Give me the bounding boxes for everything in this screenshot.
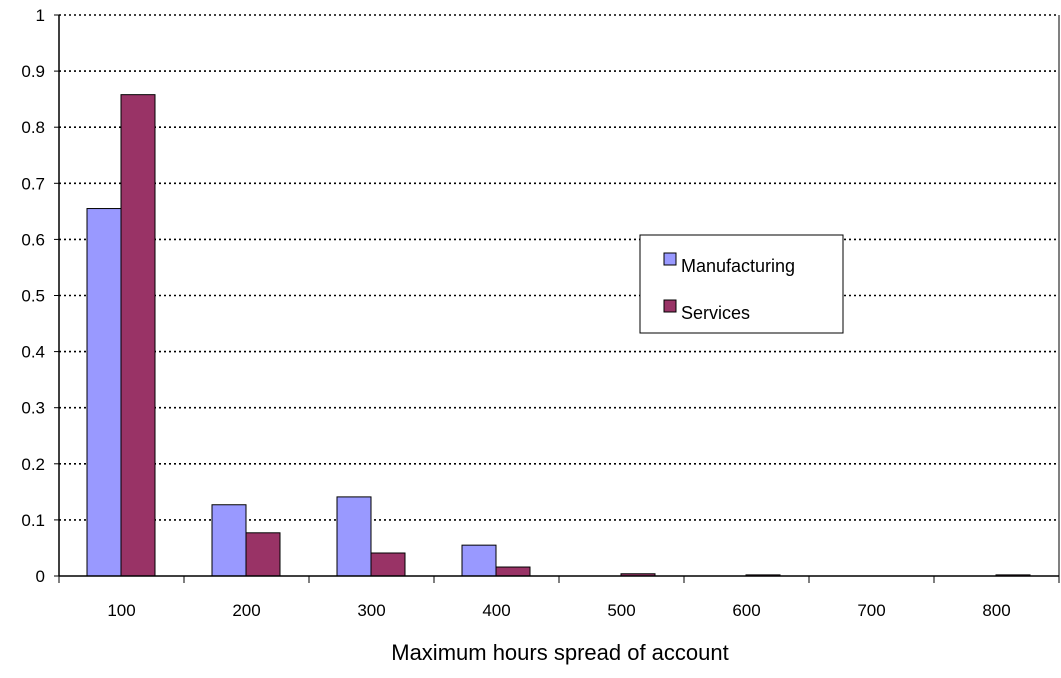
y-tick-label: 0.8 xyxy=(21,118,45,137)
x-tick-label: 100 xyxy=(107,601,135,620)
bar-services-100 xyxy=(120,94,156,577)
x-tick-label: 800 xyxy=(982,601,1010,620)
x-axis-title: Maximum hours spread of account xyxy=(391,640,729,665)
legend-swatch-services xyxy=(663,299,677,313)
x-tick-label: 700 xyxy=(857,601,885,620)
legend-swatch-manufacturing xyxy=(663,252,677,266)
y-tick-label: 1 xyxy=(36,6,45,25)
x-axis-ticks: 100 200 300 400 500 600 700 800 xyxy=(58,576,1060,620)
bar-services-300 xyxy=(370,552,406,577)
y-tick-label: 0 xyxy=(36,567,45,586)
bar-manufacturing-200 xyxy=(211,504,247,577)
x-tick-label: 400 xyxy=(482,601,510,620)
y-tick-label: 0.4 xyxy=(21,343,45,362)
x-tick-label: 500 xyxy=(607,601,635,620)
y-tick-label: 0.2 xyxy=(21,455,45,474)
y-tick-label: 0.5 xyxy=(21,287,45,306)
y-tick-label: 0.1 xyxy=(21,511,45,530)
y-tick-label: 0.3 xyxy=(21,399,45,418)
y-tick-label: 0.7 xyxy=(21,174,45,193)
y-axis-ticks: 0 0.1 0.2 0.3 0.4 0.5 0.6 0.7 0.8 0.9 1 xyxy=(21,6,59,586)
gridlines xyxy=(59,14,1059,521)
y-tick-label: 0.6 xyxy=(21,230,45,249)
legend-label-services: Services xyxy=(681,303,750,323)
x-tick-label: 600 xyxy=(732,601,760,620)
x-tick-label: 300 xyxy=(357,601,385,620)
legend-box xyxy=(639,234,844,334)
y-tick-label: 0.9 xyxy=(21,62,45,81)
x-tick-label: 200 xyxy=(232,601,260,620)
bars xyxy=(86,94,1031,577)
bar-services-200 xyxy=(245,532,281,577)
legend-label-manufacturing: Manufacturing xyxy=(681,256,795,276)
bar-manufacturing-100 xyxy=(86,208,122,577)
bar-manufacturing-400 xyxy=(461,544,497,577)
bar-services-400 xyxy=(495,566,531,577)
bar-manufacturing-300 xyxy=(336,496,372,577)
legend: Manufacturing Services xyxy=(639,234,844,334)
